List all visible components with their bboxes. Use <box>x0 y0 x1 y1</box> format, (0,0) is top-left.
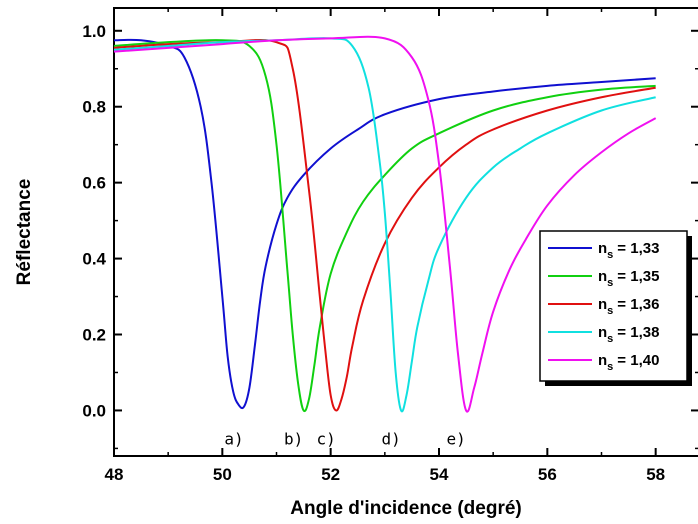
x-tick-label: 54 <box>430 465 449 484</box>
legend-value: = 1,40 <box>617 352 659 369</box>
legend-value: = 1,38 <box>617 324 659 341</box>
legend-symbol: n <box>598 324 607 341</box>
legend-symbol: n <box>598 268 607 285</box>
legend-subscript: s <box>607 305 613 317</box>
legend-label: ns = 1,36 <box>598 296 659 317</box>
series-line-2 <box>113 39 656 413</box>
x-tick-label: 50 <box>213 465 232 484</box>
y-tick-label: 0.0 <box>82 401 106 420</box>
legend-symbol: n <box>598 352 607 369</box>
legend-label: ns = 1,38 <box>598 324 659 345</box>
legend-box <box>539 230 688 382</box>
y-axis-ticks: 0.0 0.2 0.4 0.6 0.8 1.0 <box>82 22 698 450</box>
x-axis-ticks: 48 50 52 54 56 58 <box>105 8 665 484</box>
legend-value: = 1,36 <box>617 296 659 313</box>
annotations: a) b) c) d) e) <box>224 430 465 449</box>
y-tick-label: 0.6 <box>82 174 106 193</box>
curve-annotation: b) <box>284 430 303 449</box>
y-tick-label: 0.4 <box>82 250 106 269</box>
legend-value: = 1,33 <box>617 240 659 257</box>
curve-annotation: e) <box>446 430 465 449</box>
series-line-5 <box>113 35 657 413</box>
x-tick-label: 56 <box>538 465 557 484</box>
curves <box>113 35 657 413</box>
legend-value: = 1,35 <box>617 268 659 285</box>
y-tick-label: 0.2 <box>82 326 106 345</box>
legend-label: ns = 1,40 <box>598 352 659 373</box>
legend-symbol: n <box>598 240 607 257</box>
curve-annotation: a) <box>224 430 243 449</box>
series-line-3 <box>113 38 656 412</box>
legend-subscript: s <box>607 249 613 261</box>
curve-annotation: d) <box>381 430 400 449</box>
x-axis-title: Angle d'incidence (degré) <box>290 498 522 519</box>
x-tick-label: 48 <box>105 465 124 484</box>
legend-symbol: n <box>598 296 607 313</box>
x-tick-label: 58 <box>646 465 665 484</box>
legend-subscript: s <box>607 333 613 345</box>
legend-label: ns = 1,35 <box>598 268 659 289</box>
legend-subscript: s <box>607 277 613 289</box>
y-tick-label: 0.8 <box>82 98 106 117</box>
legend-label: ns = 1,33 <box>598 240 659 261</box>
y-axis-title: Réflectance <box>14 179 35 286</box>
x-tick-label: 52 <box>321 465 340 484</box>
curve-annotation: c) <box>316 430 335 449</box>
legend-subscript: s <box>607 361 613 373</box>
y-tick-label: 1.0 <box>82 22 106 41</box>
